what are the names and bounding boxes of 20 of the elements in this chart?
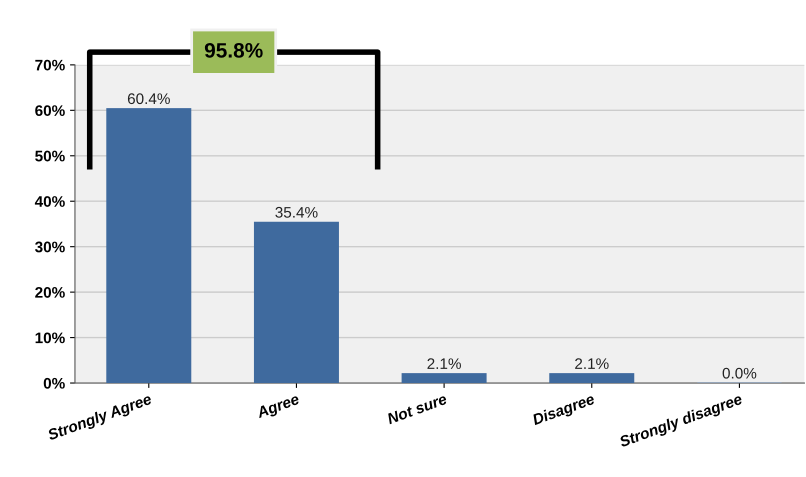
- data-label: 2.1%: [427, 358, 461, 370]
- bar: [106, 108, 192, 384]
- y-tick-label: 40%: [34, 196, 65, 207]
- bar: [549, 373, 634, 384]
- bar: [402, 373, 487, 384]
- data-label: 35.4%: [275, 206, 318, 218]
- x-tick-label: Agree: [256, 393, 301, 422]
- y-tick-label: 50%: [35, 150, 65, 162]
- y-tick-label: 30%: [35, 242, 65, 252]
- y-tick-label: 10%: [36, 332, 65, 344]
- text: 95.8%: [204, 42, 263, 58]
- data-label: 2.1%: [575, 358, 609, 370]
- y-tick-label: 0%: [44, 378, 65, 389]
- data-label: 60.4%: [128, 93, 170, 104]
- x-tick-label: Not sure: [386, 393, 448, 424]
- y-tick-label: 60%: [35, 105, 65, 116]
- data-label: 0.0%: [722, 368, 756, 379]
- bar: [254, 222, 339, 384]
- y-tick-label: 20%: [35, 286, 65, 298]
- y-tick-label: 70%: [35, 60, 65, 71]
